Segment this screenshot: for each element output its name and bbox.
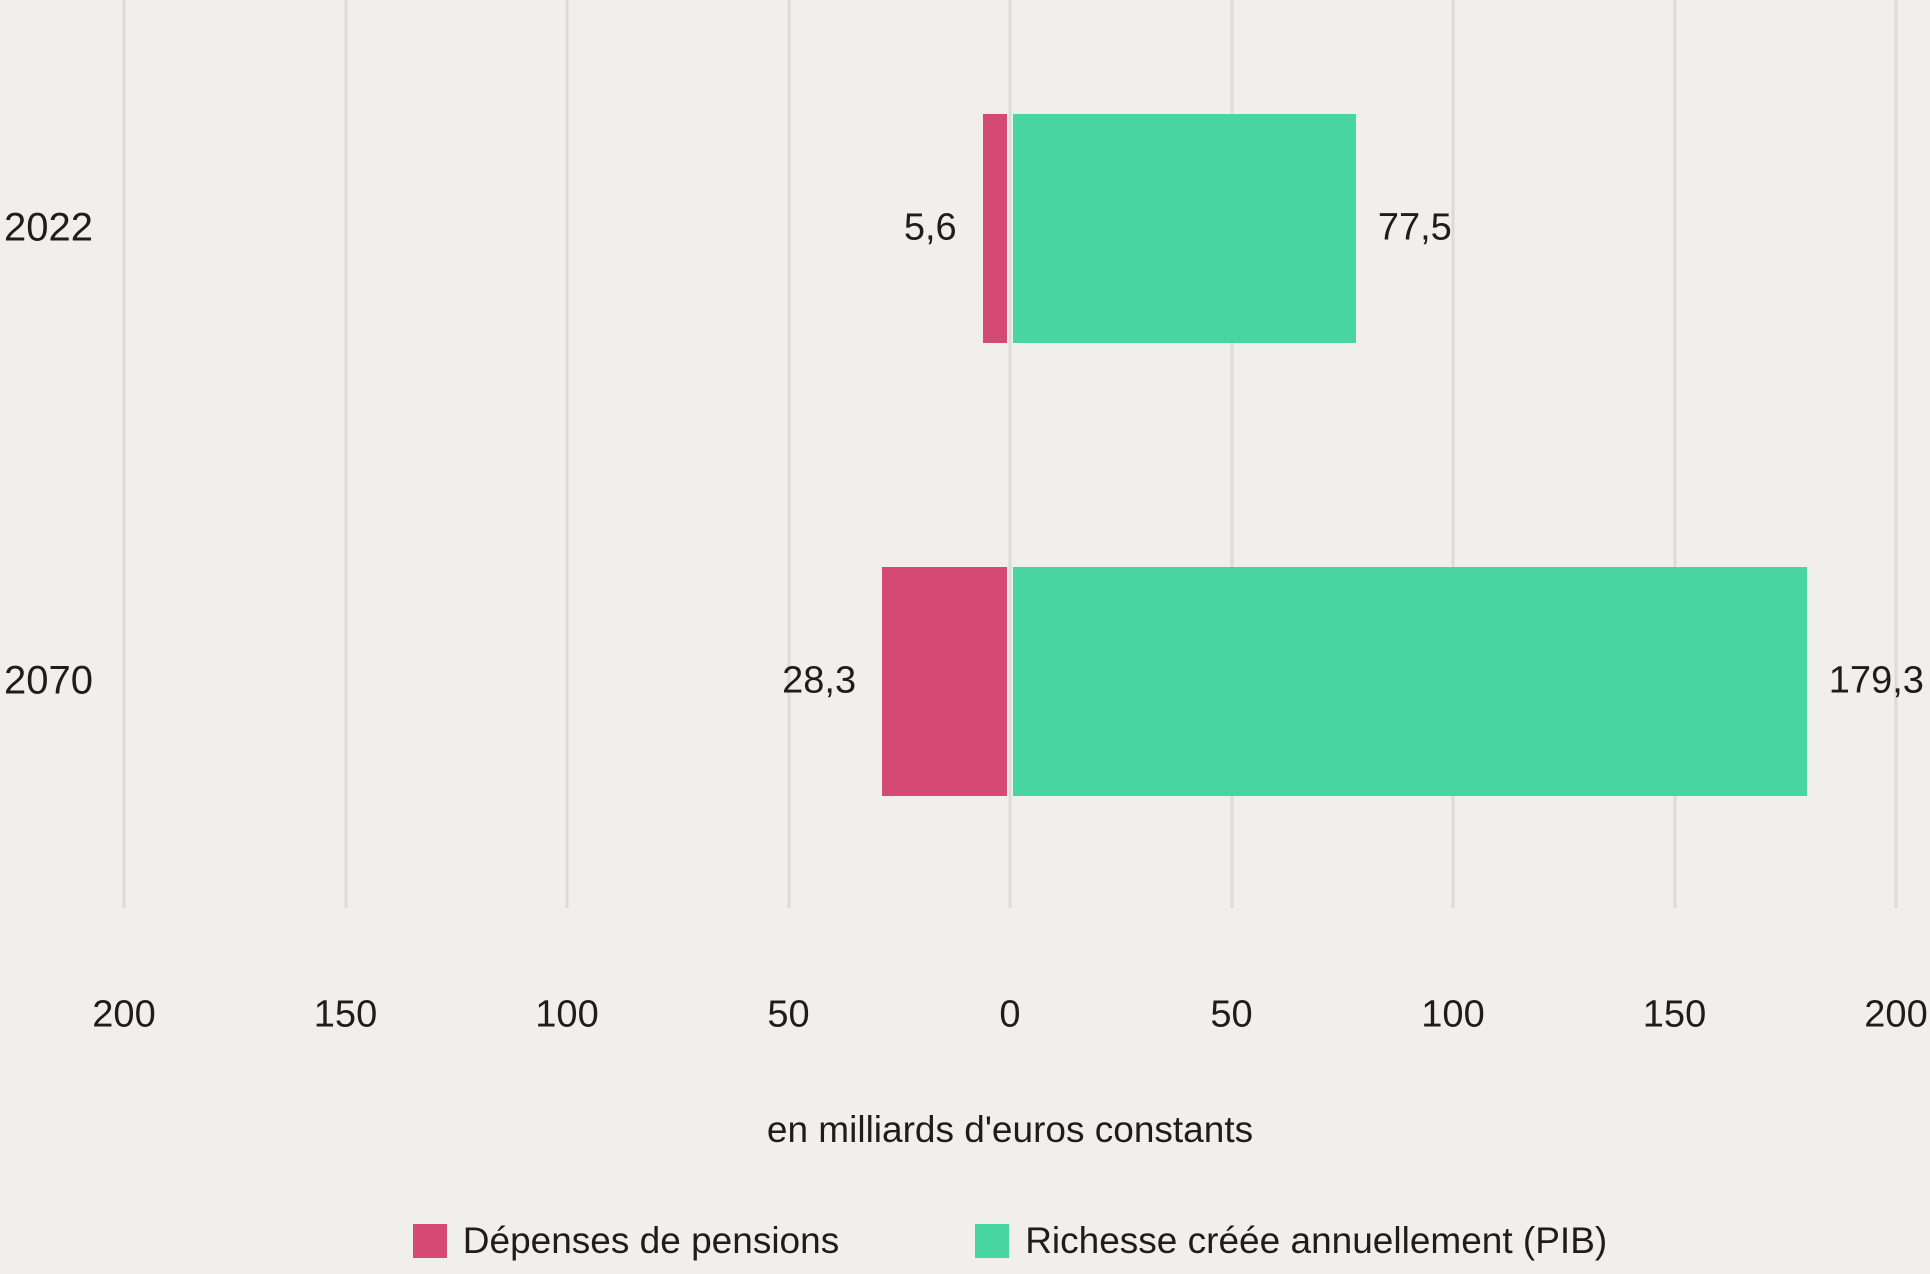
x-tick--100: 100 — [535, 993, 599, 1036]
legend-label-pensions: Dépenses de pensions — [462, 1220, 840, 1261]
gridline-150 — [1673, 0, 1676, 908]
gridline--200 — [122, 0, 126, 908]
legend-item-pensions: Dépenses de pensions — [412, 1220, 840, 1262]
value-label-pib-2022: 77,5 — [1377, 206, 1452, 249]
gridline--100 — [565, 0, 569, 908]
legend-item-pib: Richesse créée annuellement (PIB) — [975, 1220, 1607, 1262]
x-tick-100: 100 — [1421, 993, 1485, 1036]
x-tick-50: 50 — [1210, 993, 1253, 1036]
x-tick--200: 200 — [92, 993, 156, 1036]
bar-pensions-2070 — [882, 566, 1008, 796]
x-tick-200: 200 — [1864, 993, 1928, 1036]
x-tick--150: 150 — [313, 993, 378, 1036]
category-label-2070: 2070 — [4, 658, 93, 703]
gridline-0 — [1008, 0, 1012, 908]
legend-swatch-pib — [975, 1224, 1010, 1258]
x-tick-150: 150 — [1642, 993, 1707, 1036]
legend: Dépenses de pensions Richesse créée annue… — [90, 1220, 1930, 1262]
bar-pensions-2022 — [982, 113, 1008, 343]
gridline--50 — [787, 0, 790, 908]
bar-pib-2070 — [1012, 566, 1807, 796]
x-axis-title: en milliards d'euros constants — [766, 1109, 1254, 1150]
x-tick-0: 0 — [999, 993, 1021, 1036]
gridline-200 — [1894, 0, 1898, 908]
gridline-50 — [1230, 0, 1233, 908]
category-label-2022: 2022 — [4, 205, 93, 250]
x-tick--50: 50 — [767, 993, 810, 1036]
legend-label-pib: Richesse créée annuellement (PIB) — [1025, 1220, 1608, 1261]
gridline-100 — [1451, 0, 1455, 908]
legend-swatch-pensions — [412, 1224, 447, 1258]
value-label-pensions-2022: 5,6 — [903, 206, 957, 249]
value-label-pib-2070: 179,3 — [1828, 659, 1924, 702]
bar-pib-2022 — [1012, 113, 1356, 343]
gridline--150 — [344, 0, 347, 908]
value-label-pensions-2070: 28,3 — [782, 659, 857, 702]
